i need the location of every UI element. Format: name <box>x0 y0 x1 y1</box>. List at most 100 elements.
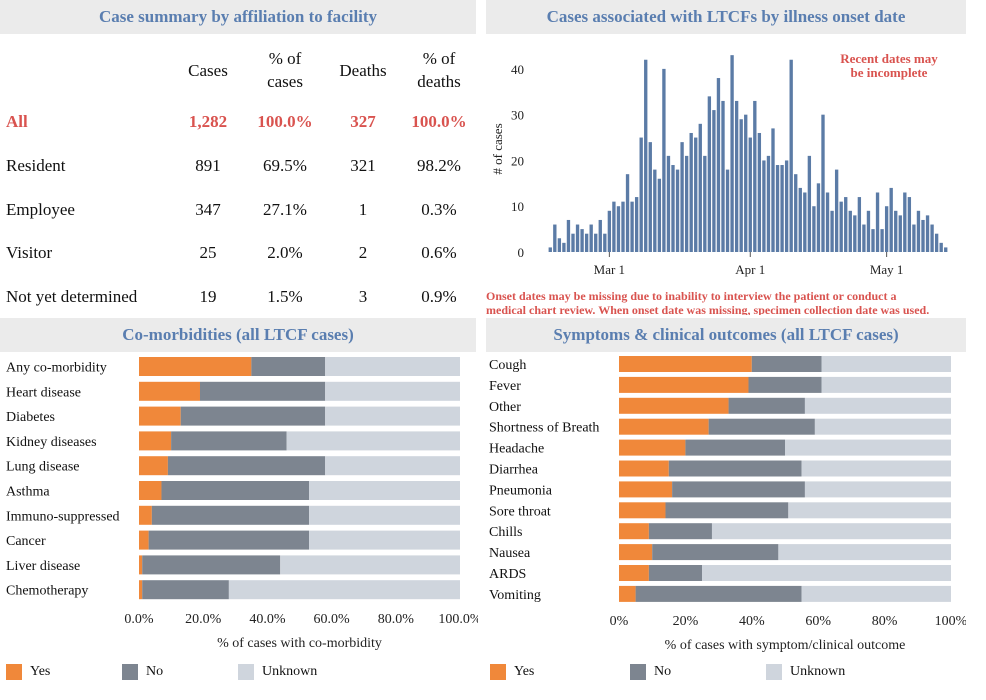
category-label: Chemotherapy <box>6 584 88 599</box>
epi-bar <box>862 224 866 252</box>
legend-swatch-no <box>122 664 138 680</box>
epi-bar <box>739 119 743 252</box>
epi-bar <box>816 183 821 252</box>
epi-bar <box>653 169 657 252</box>
bar-segment-yes <box>139 357 252 376</box>
epi-bar <box>566 219 571 252</box>
header-deaths: Deaths <box>339 61 387 80</box>
header-pct-cases-2: cases <box>267 72 303 91</box>
category-label: Headache <box>489 442 544 457</box>
y-tick-label: 20 <box>511 153 524 168</box>
epi-bar <box>648 142 652 252</box>
bar-segment-yes <box>139 406 181 426</box>
recent-dates-note: Recent dates may be incomplete <box>814 52 964 80</box>
epi-bar <box>744 114 748 253</box>
cell-deaths-visitor: 2 <box>358 243 368 262</box>
epi-bar <box>684 155 689 252</box>
bar-segment-unknown <box>801 460 951 477</box>
category-label: Shortness of Breath <box>489 421 599 436</box>
x-tick-label: 20.0% <box>185 612 222 627</box>
row-label-employee: Employee <box>6 200 75 219</box>
cell-deaths-all: 327 <box>350 112 376 131</box>
row-label-visitor: Visitor <box>6 243 53 262</box>
epi-bar <box>857 197 862 252</box>
cell-deaths-not-yet-determined: 3 <box>358 287 368 306</box>
bar-segment-yes <box>139 381 200 401</box>
row-label-not-yet-determined: Not yet determined <box>6 287 138 306</box>
cell-pct-cases-not-yet-determined: 1.5% <box>267 287 303 306</box>
epi-bar <box>812 206 816 252</box>
x-tick-label: Apr 1 <box>735 262 765 277</box>
category-label: Liver disease <box>6 559 80 574</box>
bar-segment-unknown <box>309 530 460 550</box>
bar-segment-yes <box>619 544 653 561</box>
bar-segment-no <box>672 481 805 498</box>
bar-segment-yes <box>619 418 709 435</box>
cell-cases-not-yet-determined: 19 <box>199 287 217 306</box>
epi-bar <box>866 210 871 252</box>
symptoms-chart: Cough Fever Other Shortness of Breath Headac… <box>489 356 966 653</box>
x-tick-label: 80% <box>872 614 898 629</box>
x-tick-label: 100.0% <box>438 612 478 627</box>
summary-title: Case summary by affiliation to facility <box>0 0 476 34</box>
epi-curve-chart: 0 10 20 30 40 # of cases Mar 1 Apr 1 May 1 <box>490 55 948 277</box>
cell-pct-deaths-employee: 0.3% <box>421 200 457 219</box>
onset-footnote: Onset dates may be missing due to inabil… <box>486 289 966 315</box>
cell-pct-cases-visitor: 2.0% <box>267 243 303 262</box>
epi-bar <box>894 210 898 252</box>
x-tick-label: 80.0% <box>378 612 415 627</box>
cell-cases-visitor: 25 <box>199 243 217 262</box>
category-label: Diabetes <box>6 410 55 425</box>
bar-segment-unknown <box>821 356 951 372</box>
epi-bar <box>930 224 934 252</box>
bar-segment-unknown <box>778 544 951 561</box>
legend-label-unknown: Unknown <box>790 664 846 679</box>
bar-segment-no <box>148 530 310 550</box>
epi-bar <box>575 224 580 252</box>
category-label: ARDS <box>489 567 526 582</box>
epi-bar <box>748 137 752 252</box>
epi-bar <box>707 96 712 252</box>
legend-swatch-no <box>630 664 646 680</box>
cell-cases-all: 1,282 <box>188 112 228 131</box>
epi-bar <box>734 100 739 252</box>
bar-segment-unknown <box>286 431 460 451</box>
comorbidities-chart: Any co-morbidity Heart disease Diabetes Kid… <box>6 357 478 651</box>
epi-bar <box>644 59 648 252</box>
epi-bar <box>844 197 848 252</box>
cell-pct-deaths-visitor: 0.6% <box>421 243 457 262</box>
category-label: Vomiting <box>489 588 541 603</box>
recent-dates-note-line-1: Recent dates may <box>840 51 938 66</box>
bar-segment-no <box>251 357 326 376</box>
bar-segment-unknown <box>711 523 951 540</box>
header-cases: Cases <box>188 61 228 80</box>
bar-segment-unknown <box>325 381 460 401</box>
bar-segment-no <box>748 376 822 393</box>
category-label: Other <box>489 400 521 415</box>
bar-segment-unknown <box>804 481 951 498</box>
epi-bar <box>594 233 598 252</box>
epi-bar <box>884 206 889 252</box>
epi-bar <box>934 233 939 252</box>
y-tick-label: 40 <box>511 62 524 77</box>
category-label: Diarrhea <box>489 463 539 478</box>
epi-bar <box>807 155 812 252</box>
epi-bar <box>939 242 943 252</box>
epi-bar <box>634 197 639 252</box>
bar-segment-no <box>161 481 310 500</box>
x-tick-label: May 1 <box>870 262 904 277</box>
cell-pct-deaths-resident: 98.2% <box>417 156 461 175</box>
epi-bar <box>621 201 625 252</box>
epi-bar <box>580 229 584 252</box>
row-label-resident: Resident <box>6 156 66 175</box>
epi-bar <box>598 219 602 252</box>
category-label: Pneumonia <box>489 483 553 498</box>
cell-pct-deaths-not-yet-determined: 0.9% <box>421 287 457 306</box>
bar-segment-unknown <box>309 505 460 525</box>
bar-segment-yes <box>139 530 149 550</box>
epi-bar <box>789 59 793 252</box>
bar-segment-unknown <box>785 439 951 456</box>
y-tick-label: 30 <box>511 108 524 123</box>
epi-bar <box>666 155 671 252</box>
epi-bar <box>871 229 875 252</box>
